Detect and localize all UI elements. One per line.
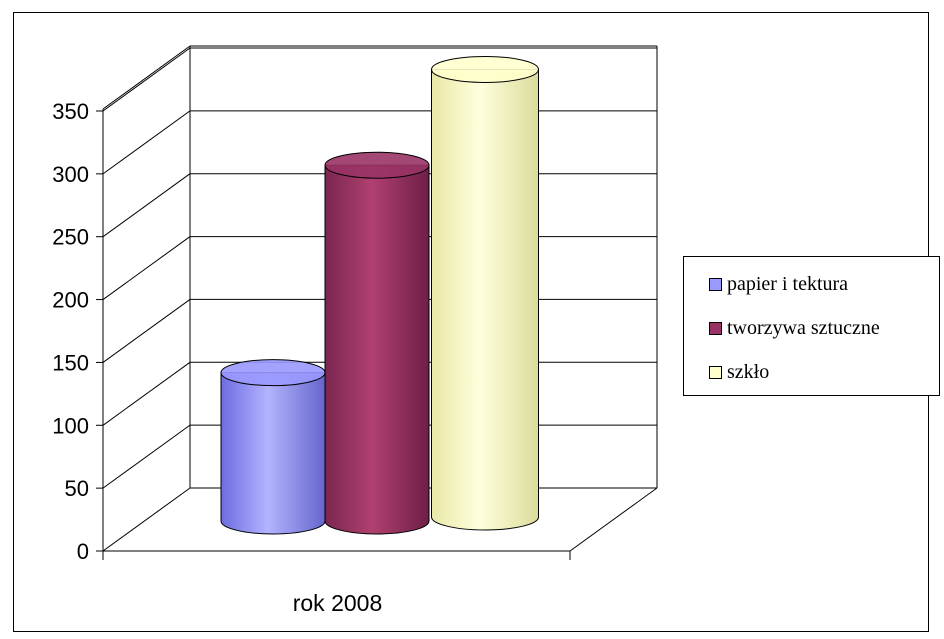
- bar-top: [220, 359, 326, 387]
- side-gridline: [102, 487, 191, 552]
- y-tick-label: 50: [65, 476, 89, 501]
- y-tick-label: 200: [52, 288, 89, 313]
- legend-swatch: [709, 365, 722, 379]
- side-wall-top-edge: [102, 45, 191, 110]
- bar-papier-i-tektura: [220, 359, 326, 535]
- y-tick-label: 250: [52, 225, 89, 250]
- side-gridline: [102, 299, 191, 363]
- y-tick-label: 0: [77, 539, 89, 564]
- bar-body: [220, 372, 326, 535]
- y-tick-label: 100: [52, 413, 89, 438]
- legend-label: tworzywa sztuczne: [727, 316, 880, 339]
- legend-item: tworzywa sztuczne: [709, 316, 939, 340]
- bar-body: [431, 68, 539, 531]
- side-gridline: [102, 173, 191, 238]
- bar-body: [324, 164, 430, 535]
- side-gridline: [102, 361, 191, 426]
- y-tick-label: 300: [52, 162, 89, 187]
- bar-top: [431, 55, 539, 83]
- bar-szkło: [431, 55, 539, 531]
- side-gridline: [102, 236, 191, 300]
- legend-swatch: [709, 277, 722, 291]
- y-tick-label: 150: [52, 350, 89, 375]
- legend-item: szkło: [709, 360, 939, 384]
- chart-legend: papier i tektura tworzywa sztuczne szkło: [683, 256, 940, 396]
- side-gridline: [102, 47, 191, 112]
- floor-right-edge: [569, 487, 658, 552]
- side-gridline: [102, 424, 191, 489]
- legend-label: szkło: [727, 360, 770, 383]
- side-gridline: [102, 110, 191, 175]
- legend-item: papier i tektura: [709, 272, 939, 296]
- y-tick-label: 350: [52, 99, 89, 124]
- legend-swatch: [709, 321, 722, 335]
- bar-tworzywa-sztuczne: [324, 151, 430, 535]
- x-category-label: rok 2008: [293, 590, 383, 616]
- bar-top: [324, 151, 430, 179]
- legend-label: papier i tektura: [727, 272, 849, 295]
